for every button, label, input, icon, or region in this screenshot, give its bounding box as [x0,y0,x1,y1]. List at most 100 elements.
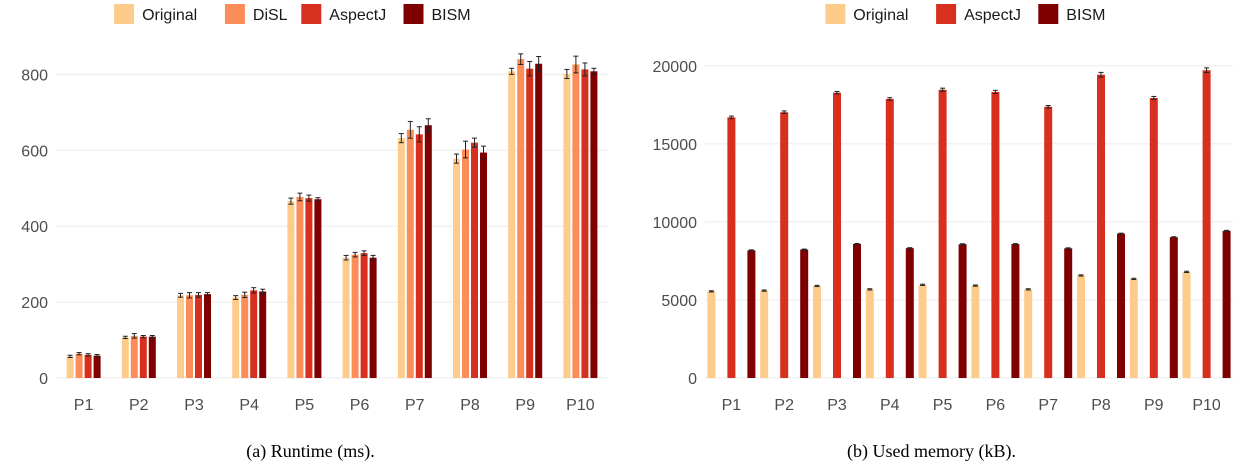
error-bar [361,250,367,256]
error-bar [887,97,893,101]
y-tick-label: 20000 [653,59,698,76]
bar [581,69,589,379]
error-bar [425,118,431,133]
bar [1222,230,1231,378]
bar [480,152,487,378]
bar [177,295,184,378]
error-bar [1131,277,1137,281]
legend-label: Original [853,7,908,24]
error-bar [454,153,459,164]
error-bar [472,137,477,148]
error-bar [76,352,82,356]
error-bar [205,292,210,297]
bar [517,59,525,378]
error-bar [481,145,486,160]
error-bar [527,60,533,77]
bar [1149,98,1158,379]
y-tick-label: 15000 [653,137,698,154]
bar [958,244,967,378]
bar [342,257,350,378]
bar [590,71,598,378]
bar [938,89,947,378]
error-bar [907,247,913,250]
bar [971,285,980,378]
x-tick-label: P8 [460,397,480,414]
bar [397,138,405,378]
bar [865,289,874,378]
x-tick-label: P3 [827,397,847,414]
error-bar [801,248,807,251]
legend: Original AspectJ BISM [825,4,1105,24]
bar [707,291,716,378]
error-bar [187,292,192,299]
bar [93,355,101,378]
bar [250,290,258,378]
legend-swatch [403,4,424,24]
legend-label: DiSL [253,7,288,24]
error-bar [149,334,155,339]
x-tick-label: P2 [774,397,794,414]
y-tick-label: 600 [21,143,48,160]
error-bar [67,354,73,359]
bar [780,112,789,378]
error-bar [288,197,294,205]
bar [314,199,322,378]
x-tick-label: P2 [129,397,149,414]
legend-label: BISM [1066,7,1105,24]
chart-caption: (b) Used memory (kB). [847,441,1016,461]
legend: Original DiSL AspectJ BISM [114,4,471,24]
bar [424,125,432,379]
error-bar [854,242,860,245]
bar [139,336,147,378]
x-tick-label: P9 [515,397,535,414]
bar [1202,70,1211,379]
error-bar [1118,232,1124,235]
x-tick-label: P1 [74,397,94,414]
error-bar [1025,288,1031,291]
bar [563,73,571,378]
x-tick-label: P6 [350,397,370,414]
bar [747,250,756,378]
error-bar [306,194,312,202]
error-bar [591,67,597,75]
bar [453,158,460,378]
error-bar [1045,104,1051,109]
bar [813,285,821,378]
error-bar [536,56,542,72]
bar [75,353,83,378]
error-bar [407,120,413,139]
error-bar [398,133,404,144]
bar [351,254,359,378]
error-bar [708,290,714,293]
bar [833,92,841,379]
x-tick-label: P10 [566,397,595,414]
x-tick-label: P6 [986,397,1006,414]
bar [148,336,156,378]
bar [760,290,769,378]
legend-swatch [224,4,245,24]
y-tick-label: 400 [21,219,48,236]
y-tick-label: 5000 [661,293,697,310]
x-tick-label: P7 [1038,397,1058,414]
error-bar [416,126,422,143]
bar [130,335,138,378]
error-bar [960,243,966,246]
error-bar [748,249,754,252]
bar [1077,275,1085,378]
error-bar [1012,243,1018,246]
bar [853,243,861,378]
bar [296,196,304,378]
bar [1129,278,1138,378]
bar [84,354,92,378]
y-tick-label: 10000 [653,215,698,232]
bar [66,356,74,378]
bar [991,91,1000,379]
legend-label: BISM [432,7,471,24]
error-bar [1184,270,1190,273]
error-bar [463,140,468,159]
bar [259,291,267,378]
error-bar [140,334,146,339]
bar [800,249,809,378]
error-bar [1078,274,1084,277]
bar [1064,248,1073,378]
